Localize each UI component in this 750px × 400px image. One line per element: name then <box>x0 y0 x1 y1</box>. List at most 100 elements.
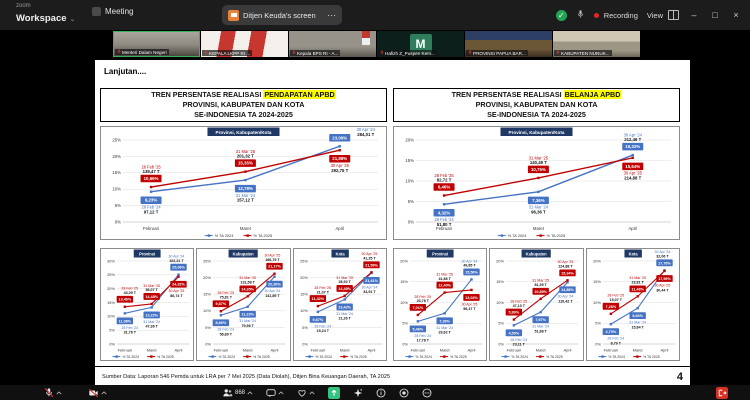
svg-text:4,50%: 4,50% <box>509 331 520 335</box>
caret-up-icon[interactable] <box>247 390 253 395</box>
highlight-pendapatan: PENDAPATAN APBD <box>263 90 336 99</box>
view-grid-icon <box>668 10 679 20</box>
participant-name-label: Menteri Dalam Negeri <box>115 49 169 55</box>
svg-text:10%: 10% <box>107 314 115 319</box>
info-button[interactable] <box>376 388 386 398</box>
participant-tile[interactable]: Menteri Dalam Negeri <box>113 31 200 57</box>
svg-text:Provinsi: Provinsi <box>139 251 155 256</box>
meeting-icon <box>92 7 101 16</box>
svg-text:56,89 T: 56,89 T <box>220 333 233 337</box>
svg-text:15,56%: 15,56% <box>465 270 478 274</box>
svg-text:23,76 T: 23,76 T <box>417 299 430 303</box>
pendapatan-title: TREN PERSENTASE REALISASI PENDAPATAN APB… <box>100 88 387 122</box>
svg-text:12,40%: 12,40% <box>438 284 451 288</box>
svg-text:7,01%: 7,01% <box>413 306 424 310</box>
svg-text:31 Mar '24: 31 Mar '24 <box>236 193 256 198</box>
recording-indicator[interactable]: Recording <box>593 11 638 20</box>
screen-share-icon <box>228 9 239 21</box>
svg-text:5%: 5% <box>408 199 414 204</box>
svg-text:28 Feb '24: 28 Feb '24 <box>141 205 161 210</box>
participant-tile[interactable]: Kepala BPS RI - A... <box>289 31 376 57</box>
maximize-button[interactable]: □ <box>712 10 718 20</box>
more-button[interactable] <box>422 388 432 398</box>
participant-tile[interactable]: KABUPATEN NUNUK... <box>553 31 640 57</box>
svg-text:Maret: Maret <box>440 347 451 352</box>
participants-button[interactable]: 868 <box>222 388 253 398</box>
svg-text:10%: 10% <box>400 300 408 305</box>
svg-text:10,75%: 10,75% <box>531 167 546 172</box>
svg-text:0%: 0% <box>499 341 505 346</box>
record-button[interactable] <box>399 388 409 398</box>
svg-text:24,32%: 24,32% <box>172 283 185 287</box>
chart-belanja-kabupaten: 0% 5% 10% 15% 20% Kabupaten Februari Maret April… <box>489 248 584 361</box>
svg-text:25,06%: 25,06% <box>172 266 185 270</box>
svg-text:0%: 0% <box>206 341 212 346</box>
video-off-icon <box>88 388 99 398</box>
more-ellipsis-icon <box>422 388 432 398</box>
svg-text:23,11 T: 23,11 T <box>513 343 526 347</box>
svg-text:Februari: Februari <box>118 347 133 352</box>
svg-text:15,07 T: 15,07 T <box>609 298 622 302</box>
svg-text:41,86 T: 41,86 T <box>438 277 451 281</box>
svg-text:23,09%: 23,09% <box>332 135 347 140</box>
chat-button[interactable] <box>266 388 284 398</box>
caret-up-icon[interactable] <box>309 390 315 395</box>
svg-text:32,06 T: 32,06 T <box>656 255 669 259</box>
participant-tile[interactable]: M Hafizh Z_Puspen Kem... <box>377 31 464 57</box>
participant-initial-avatar: M <box>409 34 432 54</box>
svg-text:% TA 2025: % TA 2025 <box>157 355 174 359</box>
svg-text:23,81 T: 23,81 T <box>631 281 644 285</box>
view-button[interactable]: View <box>647 10 679 20</box>
svg-text:April: April <box>628 226 637 231</box>
caret-up-icon[interactable] <box>101 390 107 395</box>
svg-text:28 Feb '25: 28 Feb '25 <box>607 294 624 298</box>
svg-text:30,44 T: 30,44 T <box>656 288 669 292</box>
pendapatan-mini-charts: 0% 5% 10% 15% 20% 25% 30% Provinsi Februari Maret… <box>100 248 387 361</box>
svg-text:0%: 0% <box>115 219 121 224</box>
svg-text:10%: 10% <box>593 300 601 305</box>
ai-companion-button[interactable] <box>353 388 363 398</box>
leave-meeting-button[interactable] <box>716 386 728 399</box>
mic-muted-icon <box>117 49 121 55</box>
chart-pendapatan-kota: 0% 5% 10% 15% 20% 25% Kota Februari Maret April 11… <box>292 248 387 361</box>
minimize-button[interactable]: – <box>691 10 697 20</box>
reactions-button[interactable] <box>297 388 315 398</box>
participant-tile[interactable]: PROVINSI PAPUA BAR... <box>465 31 552 57</box>
svg-text:34,91 T: 34,91 T <box>363 290 376 294</box>
svg-text:8,79 T: 8,79 T <box>610 341 621 345</box>
svg-text:7,28%: 7,28% <box>605 305 616 309</box>
more-options-icon[interactable]: ⋯ <box>327 9 336 20</box>
svg-text:21,41%: 21,41% <box>365 279 378 283</box>
svg-text:30 Apr '25: 30 Apr '25 <box>654 283 670 287</box>
svg-text:21,17%: 21,17% <box>268 265 281 269</box>
mic-muted-icon <box>292 50 296 56</box>
svg-text:8,66%: 8,66% <box>216 321 227 325</box>
svg-text:25%: 25% <box>112 137 121 142</box>
share-screen-button[interactable] <box>328 386 341 399</box>
svg-text:14,35%: 14,35% <box>242 287 255 291</box>
svg-text:% TA 2024: % TA 2024 <box>315 355 332 359</box>
svg-text:30 Apr '24: 30 Apr '24 <box>361 285 377 289</box>
svg-text:20%: 20% <box>405 137 414 142</box>
unmute-button[interactable] <box>44 387 62 398</box>
workspace-menu[interactable]: zoom Workspace ⌄ <box>16 3 76 24</box>
svg-text:% TA 2024: % TA 2024 <box>215 233 235 238</box>
svg-text:Kota: Kota <box>628 251 638 256</box>
participants-icon <box>222 388 233 398</box>
svg-text:51,88 T: 51,88 T <box>535 329 548 333</box>
close-button[interactable]: × <box>733 10 739 20</box>
svg-text:139,47 T: 139,47 T <box>143 169 160 174</box>
svg-text:31 Mar '25: 31 Mar '25 <box>143 284 160 288</box>
caret-up-icon[interactable] <box>278 390 284 395</box>
svg-text:28 Feb '25: 28 Feb '25 <box>314 286 331 290</box>
mic-muted-icon <box>556 50 560 56</box>
participant-tile[interactable]: KEPALA LKPP RI ... <box>201 31 288 57</box>
start-video-button[interactable] <box>88 388 107 398</box>
caret-up-icon[interactable] <box>56 390 62 395</box>
svg-text:5,89%: 5,89% <box>509 311 520 315</box>
shared-screen-pill[interactable]: Ditjen Keuda's screen ⋯ <box>222 5 342 25</box>
svg-text:15%: 15% <box>405 158 414 163</box>
svg-text:13,03%: 13,03% <box>465 296 478 300</box>
tab-meeting[interactable]: Meeting <box>92 7 133 16</box>
